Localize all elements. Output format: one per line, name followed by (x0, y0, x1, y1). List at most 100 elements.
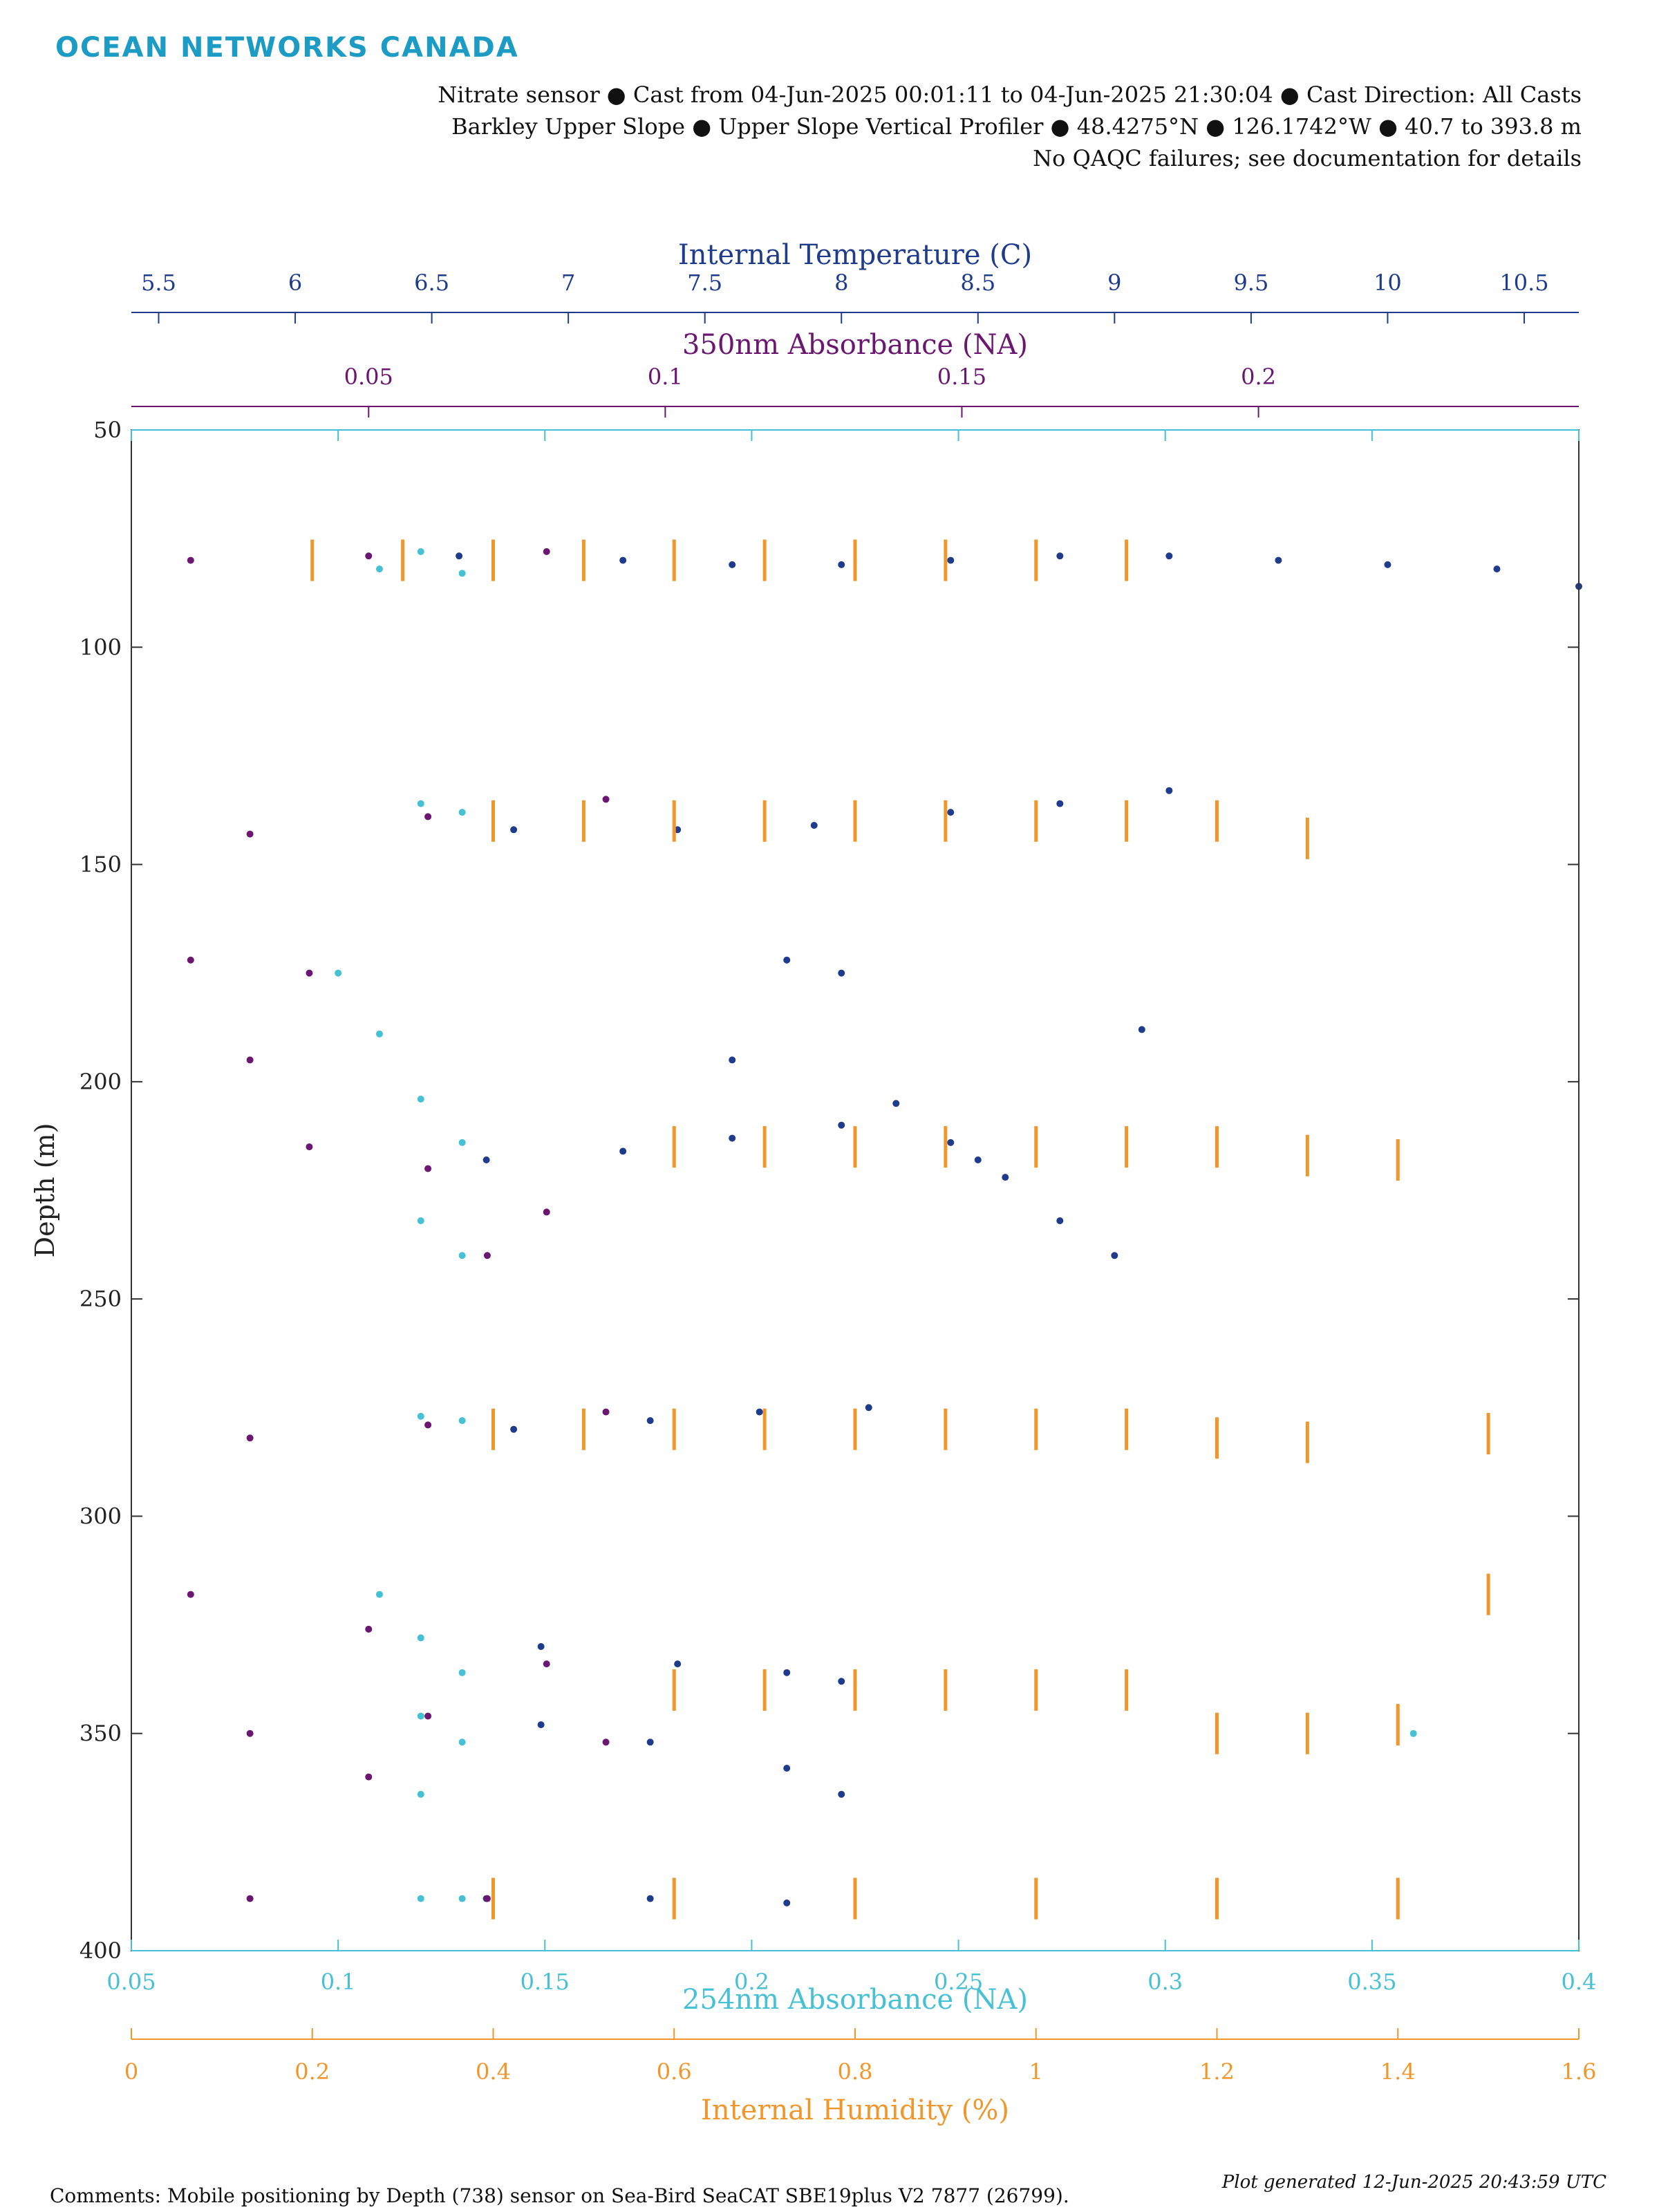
humidity-point (853, 1669, 857, 1711)
temperature-point (537, 1643, 545, 1650)
temperature-point (1165, 552, 1173, 560)
temperature-tick-label: 6 (288, 270, 302, 296)
abs254-tick-label: 0.05 (106, 1969, 156, 1995)
humidity-point (1034, 1408, 1038, 1450)
abs254-tick-label: 0.1 (321, 1969, 356, 1995)
temperature-point (674, 1660, 682, 1668)
humidity-point (1305, 1134, 1309, 1177)
temperature-point (619, 1147, 627, 1155)
abs350-point (602, 1408, 610, 1416)
humidity-point (491, 800, 495, 842)
humidity-point (762, 800, 767, 842)
depth-axis-label: Depth (m) (30, 1123, 60, 1258)
humidity-tick-label: 0.4 (476, 2059, 511, 2085)
humidity-point (762, 539, 767, 581)
humidity-point (1034, 1669, 1038, 1711)
temperature-point (838, 969, 845, 977)
abs350-point (365, 1625, 373, 1633)
temperature-tick-label: 9.5 (1233, 270, 1268, 296)
abs254-point (417, 1790, 424, 1798)
humidity-point (944, 1408, 948, 1450)
abs254-tick-label: 0.3 (1147, 1969, 1183, 1995)
abs254-tick-label: 0.35 (1347, 1969, 1396, 1995)
temperature-point (510, 826, 518, 834)
abs350-point (543, 1660, 550, 1668)
abs350-point (365, 552, 373, 560)
abs254-point (417, 1895, 424, 1902)
humidity-point (1215, 1417, 1219, 1459)
temperature-point (1002, 1174, 1009, 1181)
abs254-point (458, 1138, 466, 1146)
temperature-point (510, 1425, 518, 1433)
humidity-point (762, 1669, 767, 1711)
abs254-axis: 0.05 0.1 0.15 0.2 0.25 0.3 0.35 0.4 254nm Absorb… (106, 429, 1597, 2016)
temperature-point (838, 1121, 845, 1129)
humidity-point (672, 539, 676, 581)
abs254-point (458, 1417, 466, 1425)
abs350-point (365, 1773, 373, 1781)
humidity-tick-label: 0.2 (294, 2059, 330, 2085)
depth-tick-label: 200 (79, 1069, 122, 1095)
humidity-point (1034, 1126, 1038, 1168)
temperature-point (1056, 1217, 1064, 1224)
temperature-tick-label: 9 (1107, 270, 1121, 296)
temperature-point (838, 1678, 845, 1685)
abs254-tick-label: 0.15 (521, 1969, 570, 1995)
plot-area (187, 539, 1582, 1920)
humidity-point (672, 800, 676, 842)
temperature-point (783, 956, 791, 964)
plot-frame (131, 429, 1580, 1951)
depth-tick-label: 400 (79, 1938, 122, 1964)
abs350-point (424, 1165, 432, 1172)
humidity-point (944, 1669, 948, 1711)
humidity-point (853, 800, 857, 842)
temperature-point (810, 822, 818, 829)
humidity-tick-label: 1.2 (1199, 2059, 1235, 2085)
depth-tick-label: 350 (79, 1721, 122, 1747)
temperature-point (1165, 787, 1173, 794)
plot-header: Nitrate sensor ● Cast from 04-Jun-2025 0… (438, 79, 1582, 174)
abs254-tick-label: 0.4 (1562, 1969, 1597, 1995)
humidity-point (1305, 1712, 1309, 1754)
temperature-point (974, 1156, 982, 1163)
temperature-point (482, 1156, 490, 1163)
temperature-point (1384, 561, 1391, 568)
humidity-tick-label: 0 (124, 2059, 138, 2085)
humidity-point (1305, 817, 1309, 859)
abs254-point (417, 548, 424, 555)
temperature-point (646, 1417, 654, 1425)
humidity-point (853, 539, 857, 581)
humidity-tick-label: 0.8 (838, 2059, 873, 2085)
humidity-point (1215, 1877, 1219, 1920)
abs350-tick-label: 0.1 (648, 364, 683, 390)
abs254-point (417, 1634, 424, 1642)
temperature-tick-label: 10.5 (1499, 270, 1548, 296)
temperature-point (838, 1790, 845, 1798)
temperature-point (838, 561, 845, 568)
temperature-point (947, 556, 955, 564)
humidity-point (1486, 1413, 1490, 1454)
humidity-point (1125, 800, 1129, 842)
humidity-point (1396, 1704, 1400, 1746)
header-line-2: Barkley Upper Slope ● Upper Slope Vertic… (451, 113, 1582, 140)
abs350-axis: 0.05 0.1 0.15 0.2 350nm Absorbance (NA) (131, 329, 1579, 418)
humidity-point (491, 1408, 495, 1450)
humidity-point (1125, 1408, 1129, 1450)
temperature-point (537, 1721, 545, 1729)
humidity-point (491, 539, 495, 581)
humidity-point (672, 1126, 676, 1168)
humidity-point (1396, 1877, 1400, 1920)
humidity-point (853, 1408, 857, 1450)
abs350-point (483, 1252, 491, 1259)
humidity-point (853, 1126, 857, 1168)
abs350-point (246, 1434, 254, 1442)
temperature-point (456, 552, 463, 560)
temperature-point (947, 809, 955, 816)
temperature-tick-label: 8 (834, 270, 848, 296)
humidity-point (401, 539, 405, 581)
abs254-point (1409, 1730, 1417, 1737)
temperature-point (756, 1408, 763, 1416)
temperature-tick-label: 5.5 (141, 270, 176, 296)
temperature-tick-label: 7.5 (687, 270, 722, 296)
